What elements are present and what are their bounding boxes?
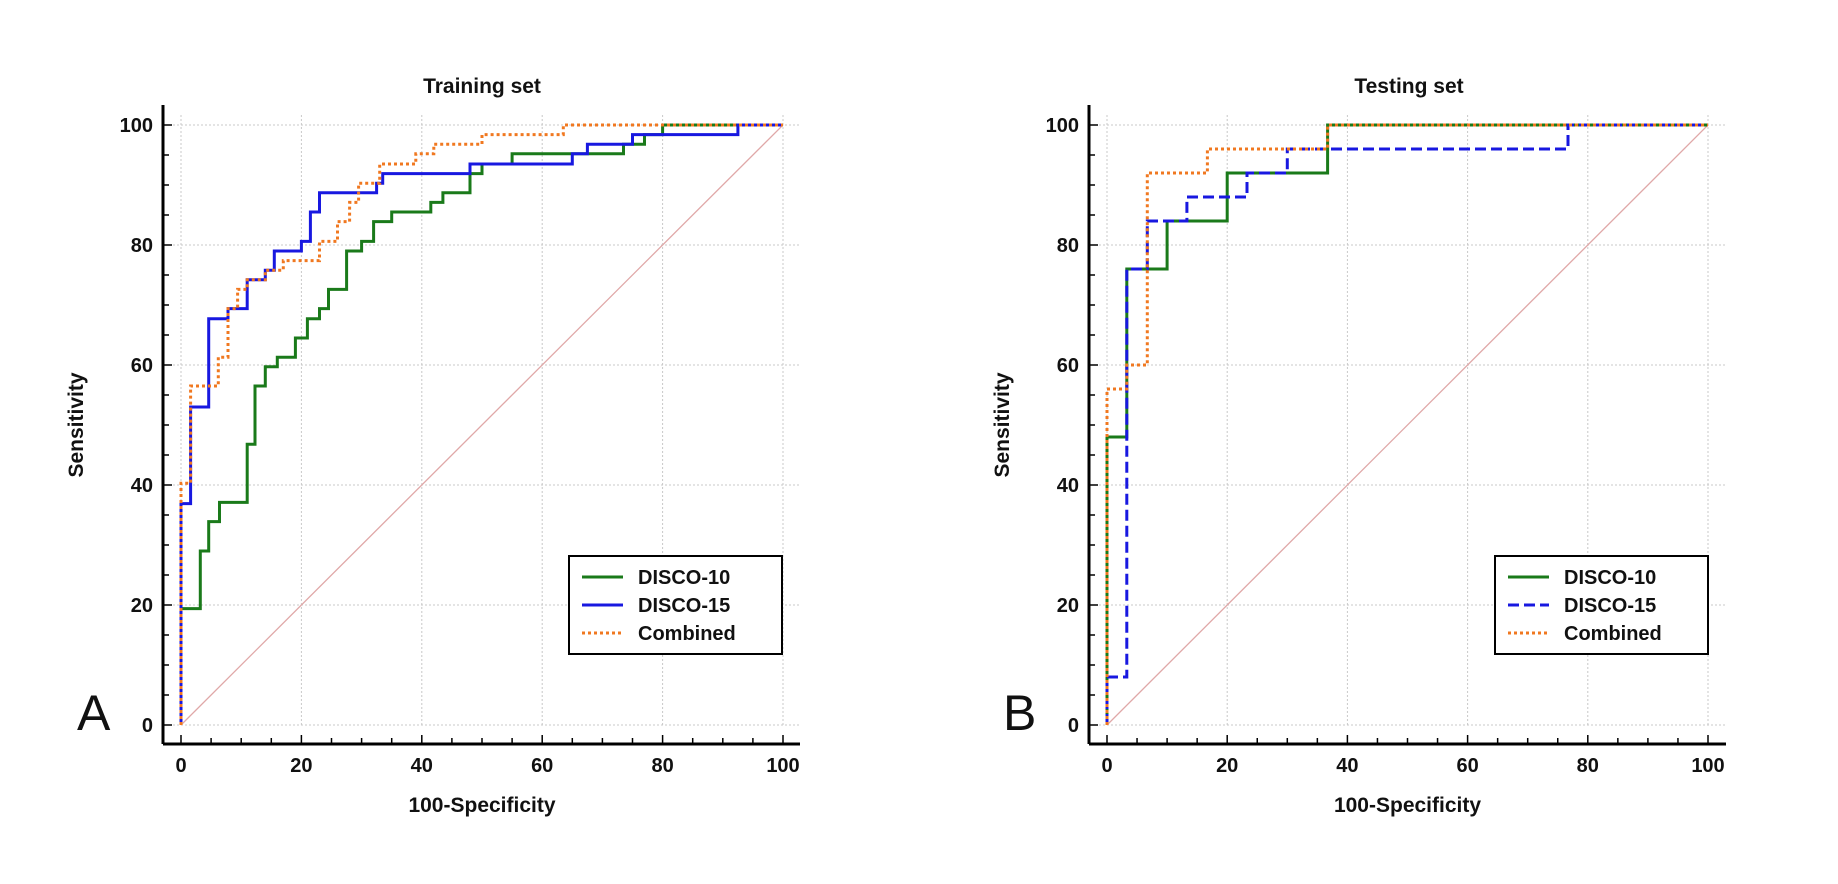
legend-label-disco-10: DISCO-10 [638,567,730,589]
x-tick-label-0: 0 [1101,755,1112,777]
y-tick-label-80: 80 [1057,235,1079,257]
x-tick-label-0: 0 [175,755,186,777]
chart-title: Training set [423,75,541,98]
panel-testing-set: 0 20 40 60 80 100 0 20 40 60 80 100 Testing set 100-S… [991,75,1726,817]
y-axis-label: Sensitivity [65,372,88,477]
legend-label-disco-15: DISCO-15 [638,595,730,617]
panel-letter: A [77,685,111,741]
x-tick-label-80: 80 [651,755,673,777]
legend-label-combined: Combined [638,623,736,645]
series-line-combined [1105,123,1708,725]
series-line-disco-15 [179,123,783,725]
series-line-combined [179,123,783,725]
legend-label-combined: Combined [1564,623,1662,645]
y-tick-label-60: 60 [1057,355,1079,377]
y-tick-label-80: 80 [131,235,153,257]
y-tick-label-60: 60 [131,355,153,377]
y-tick-label-20: 20 [131,595,153,617]
y-tick-label-100: 100 [120,115,153,137]
x-tick-label-20: 20 [1216,755,1238,777]
x-tick-label-100: 100 [1691,755,1724,777]
x-tick-label-100: 100 [766,755,799,777]
x-tick-label-60: 60 [531,755,553,777]
legend: DISCO-10 DISCO-15 Combined [568,555,783,655]
y-tick-label-40: 40 [1057,475,1079,497]
y-tick-label-0: 0 [1068,715,1079,737]
x-tick-label-60: 60 [1456,755,1478,777]
reference-diagonal-line [180,124,784,726]
legend-label-disco-15: DISCO-15 [1564,595,1656,617]
y-tick-label-0: 0 [142,715,153,737]
x-axis-label: 100-Specificity [408,794,555,817]
y-tick-label-40: 40 [131,475,153,497]
y-tick-label-100: 100 [1046,115,1079,137]
panel-training-set: 0 20 40 60 80 100 0 20 40 60 80 100 Training set 100-… [65,75,800,817]
reference-diagonal-line [1106,124,1709,726]
x-axis-label: 100-Specificity [1334,794,1481,817]
x-tick-label-40: 40 [1336,755,1358,777]
x-tick-label-80: 80 [1577,755,1599,777]
legend-label-disco-10: DISCO-10 [1564,567,1656,589]
x-tick-label-20: 20 [290,755,312,777]
y-axis-label: Sensitivity [991,372,1014,477]
legend: DISCO-10 DISCO-15 Combined [1494,555,1709,655]
y-tick-label-20: 20 [1057,595,1079,617]
panel-letter: B [1003,685,1036,741]
x-tick-label-40: 40 [411,755,433,777]
chart-title: Testing set [1354,75,1463,98]
